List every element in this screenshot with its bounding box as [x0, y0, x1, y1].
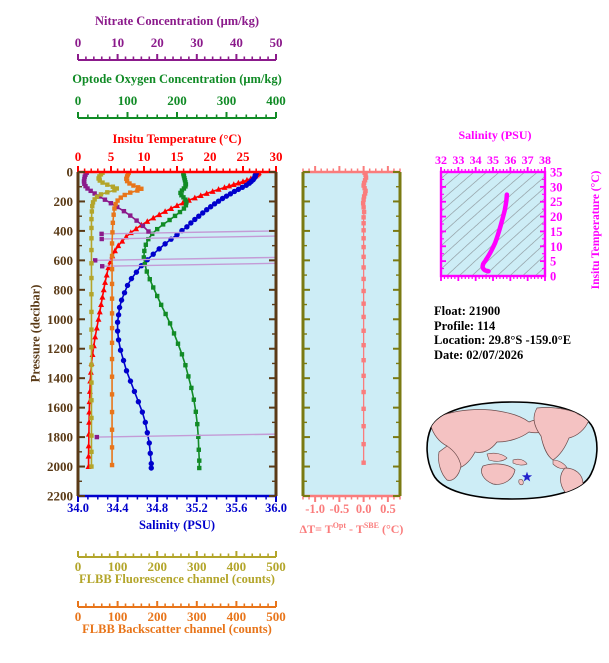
ts-background — [441, 172, 545, 276]
ts-temperature-axis-title: Insitu Temperature (°C) — [590, 150, 602, 310]
metadata-profile: Profile: 114 — [434, 319, 571, 334]
svg-text:30: 30 — [550, 180, 563, 194]
svg-text:32: 32 — [435, 153, 447, 167]
svg-text:34: 34 — [470, 153, 482, 167]
metadata-float: Float: 21900 — [434, 304, 571, 319]
svg-text:37: 37 — [522, 153, 534, 167]
svg-text:0: 0 — [550, 270, 556, 284]
svg-text:33: 33 — [452, 153, 464, 167]
svg-text:35: 35 — [550, 166, 563, 180]
svg-text:36: 36 — [504, 153, 516, 167]
svg-text:10: 10 — [550, 240, 563, 254]
world-map[interactable] — [425, 398, 600, 503]
svg-text:15: 15 — [550, 225, 563, 239]
metadata-block: Float: 21900 Profile: 114 Location: 29.8… — [434, 304, 571, 362]
svg-text:5: 5 — [550, 255, 556, 269]
svg-text:25: 25 — [550, 195, 563, 209]
metadata-location: Location: 29.8°S -159.0°E — [434, 333, 571, 348]
metadata-date: Date: 02/07/2026 — [434, 348, 571, 363]
svg-text:20: 20 — [550, 210, 563, 224]
svg-text:35: 35 — [487, 153, 499, 167]
